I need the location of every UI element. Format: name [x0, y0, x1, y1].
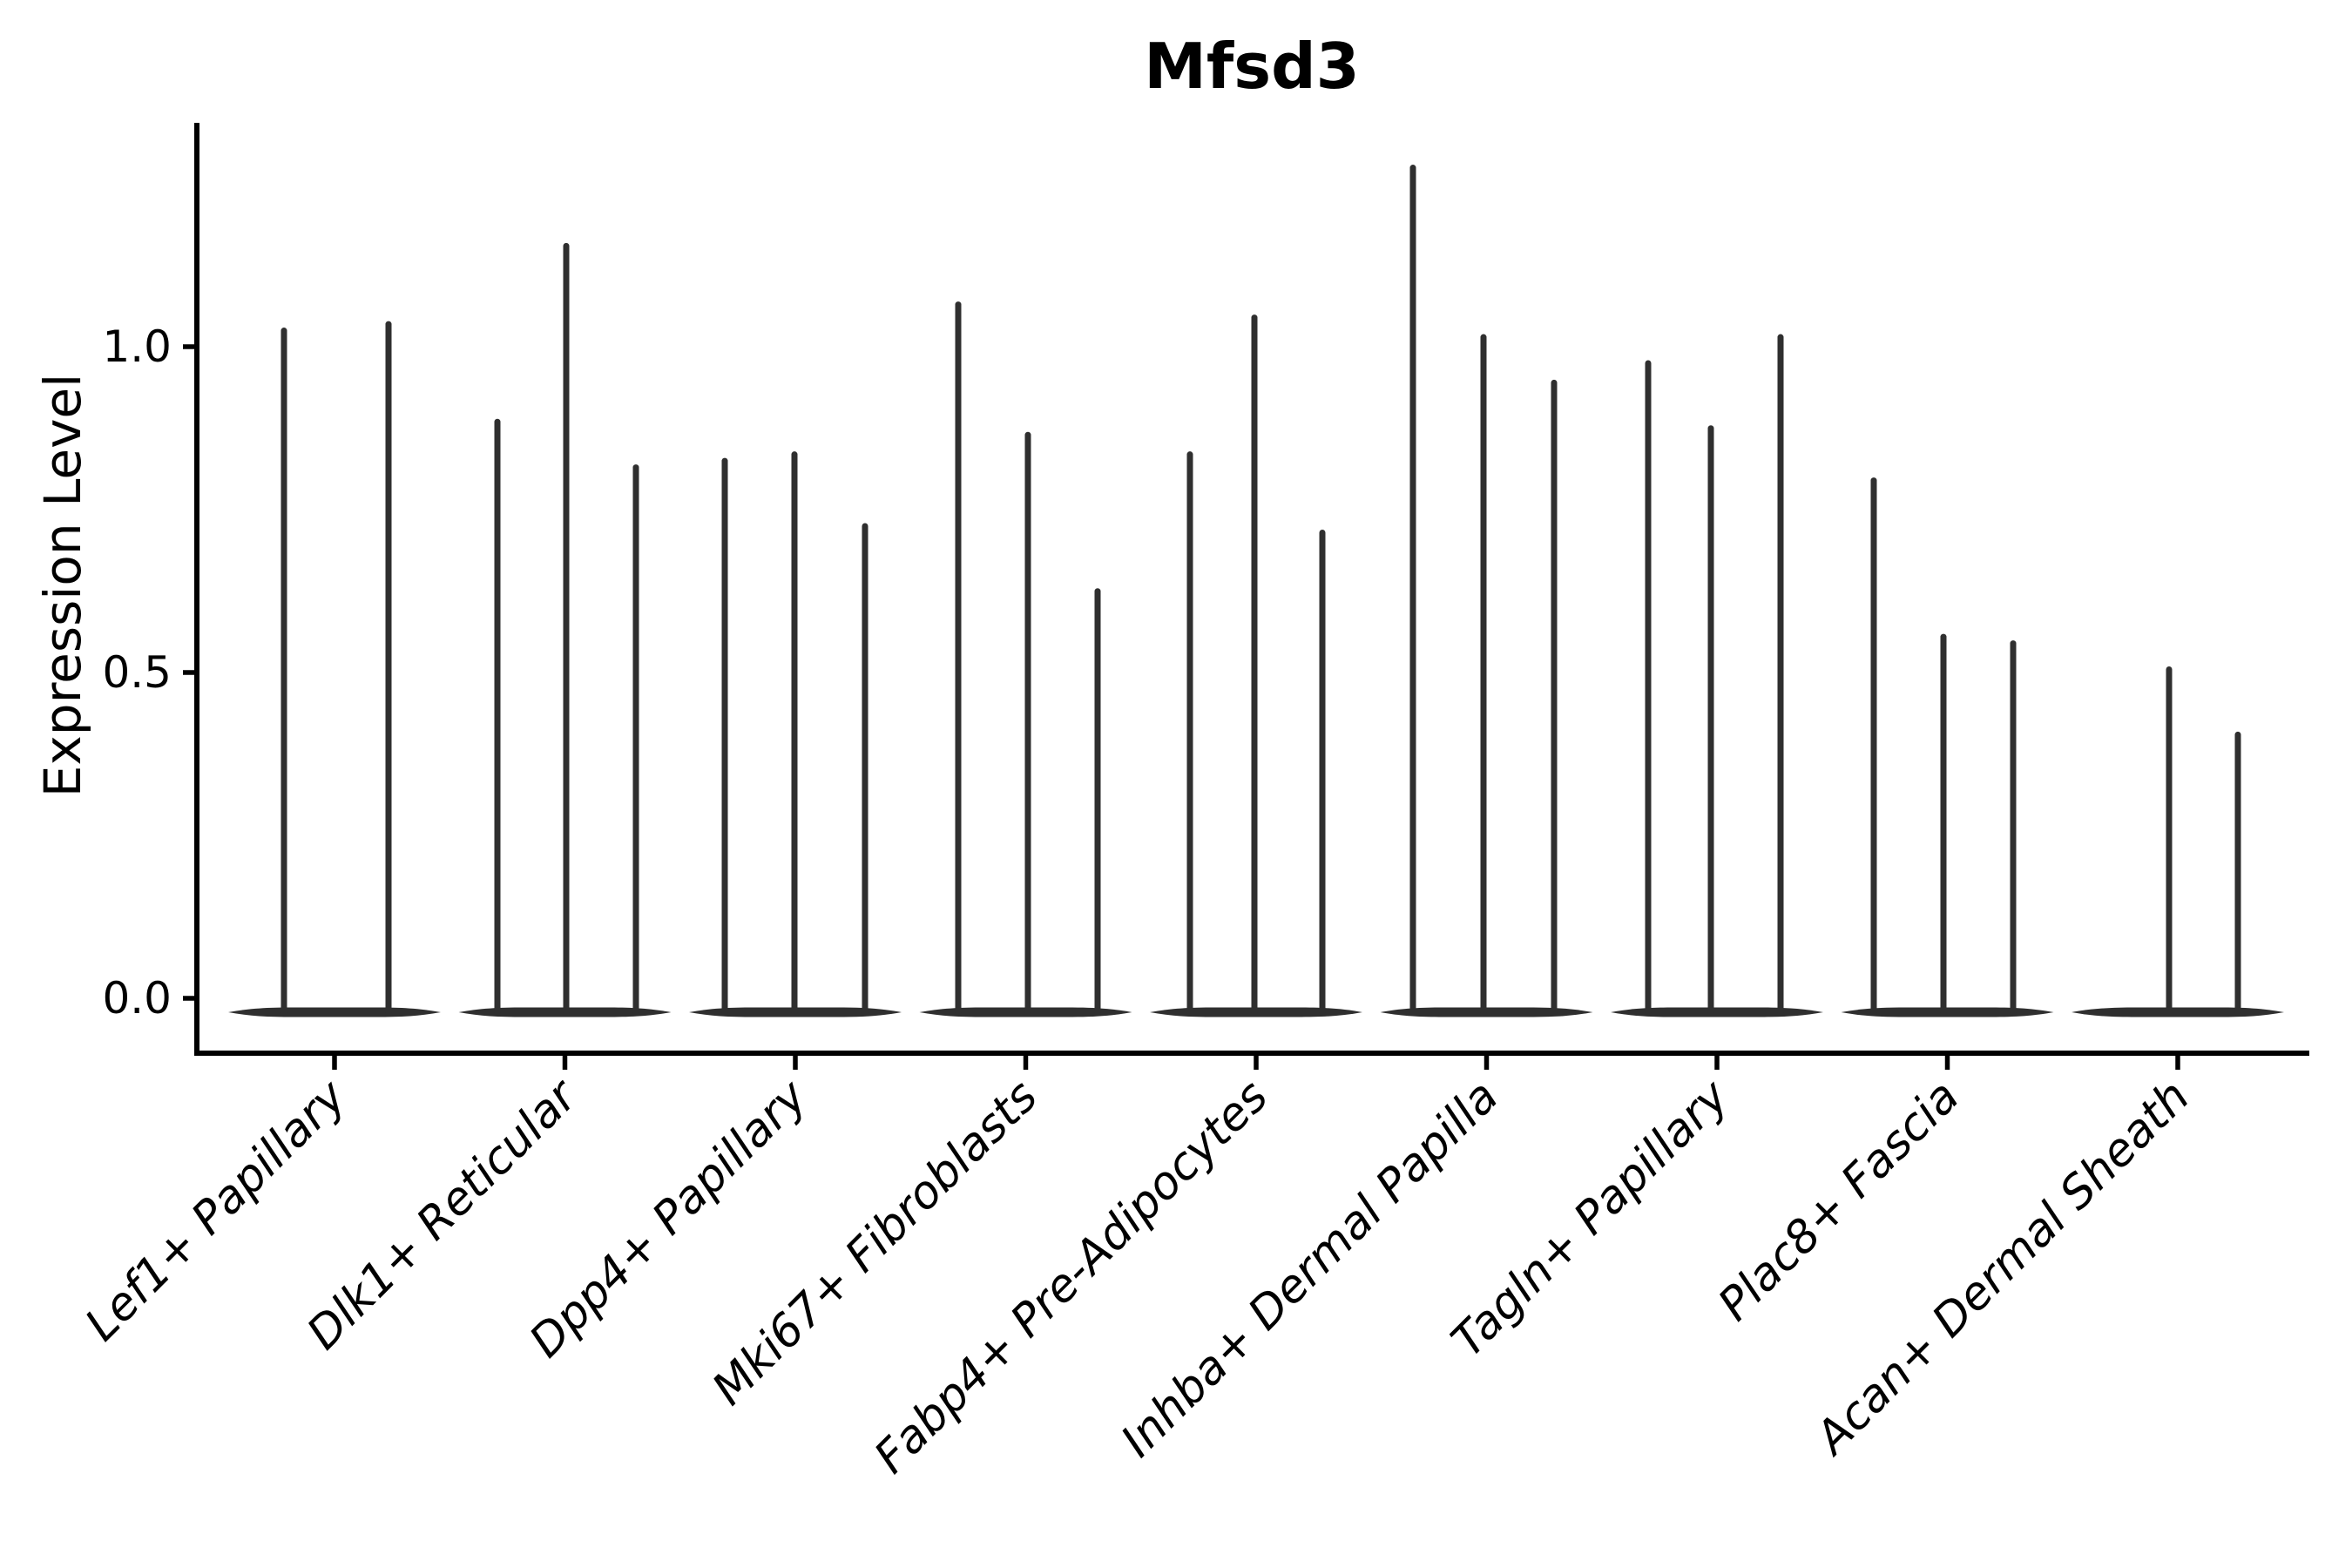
x-tick-label: Plac8+ Fascia [1708, 1071, 1969, 1331]
y-tick-label: 0.0 [102, 973, 172, 1024]
violin-base [2072, 1007, 2284, 1017]
violins-layer [228, 165, 2284, 1017]
violin-base [1841, 1007, 2054, 1017]
violin-base [228, 1007, 441, 1017]
x-tick-label: Fabp4+ Pre-Adipocytes [865, 1071, 1279, 1484]
y-axis-label: Expression Level [33, 374, 92, 797]
y-tick-label: 0.5 [102, 647, 172, 698]
y-tick-label: 1.0 [102, 321, 172, 372]
violin-base [1611, 1007, 1823, 1017]
x-tick-label: Inhba+ Dermal Papilla [1112, 1071, 1509, 1468]
axes-layer [183, 123, 2309, 1070]
plot-title: Mfsd3 [1144, 30, 1359, 103]
x-tick-label: Acan+ Dermal Sheath [1804, 1071, 2200, 1466]
